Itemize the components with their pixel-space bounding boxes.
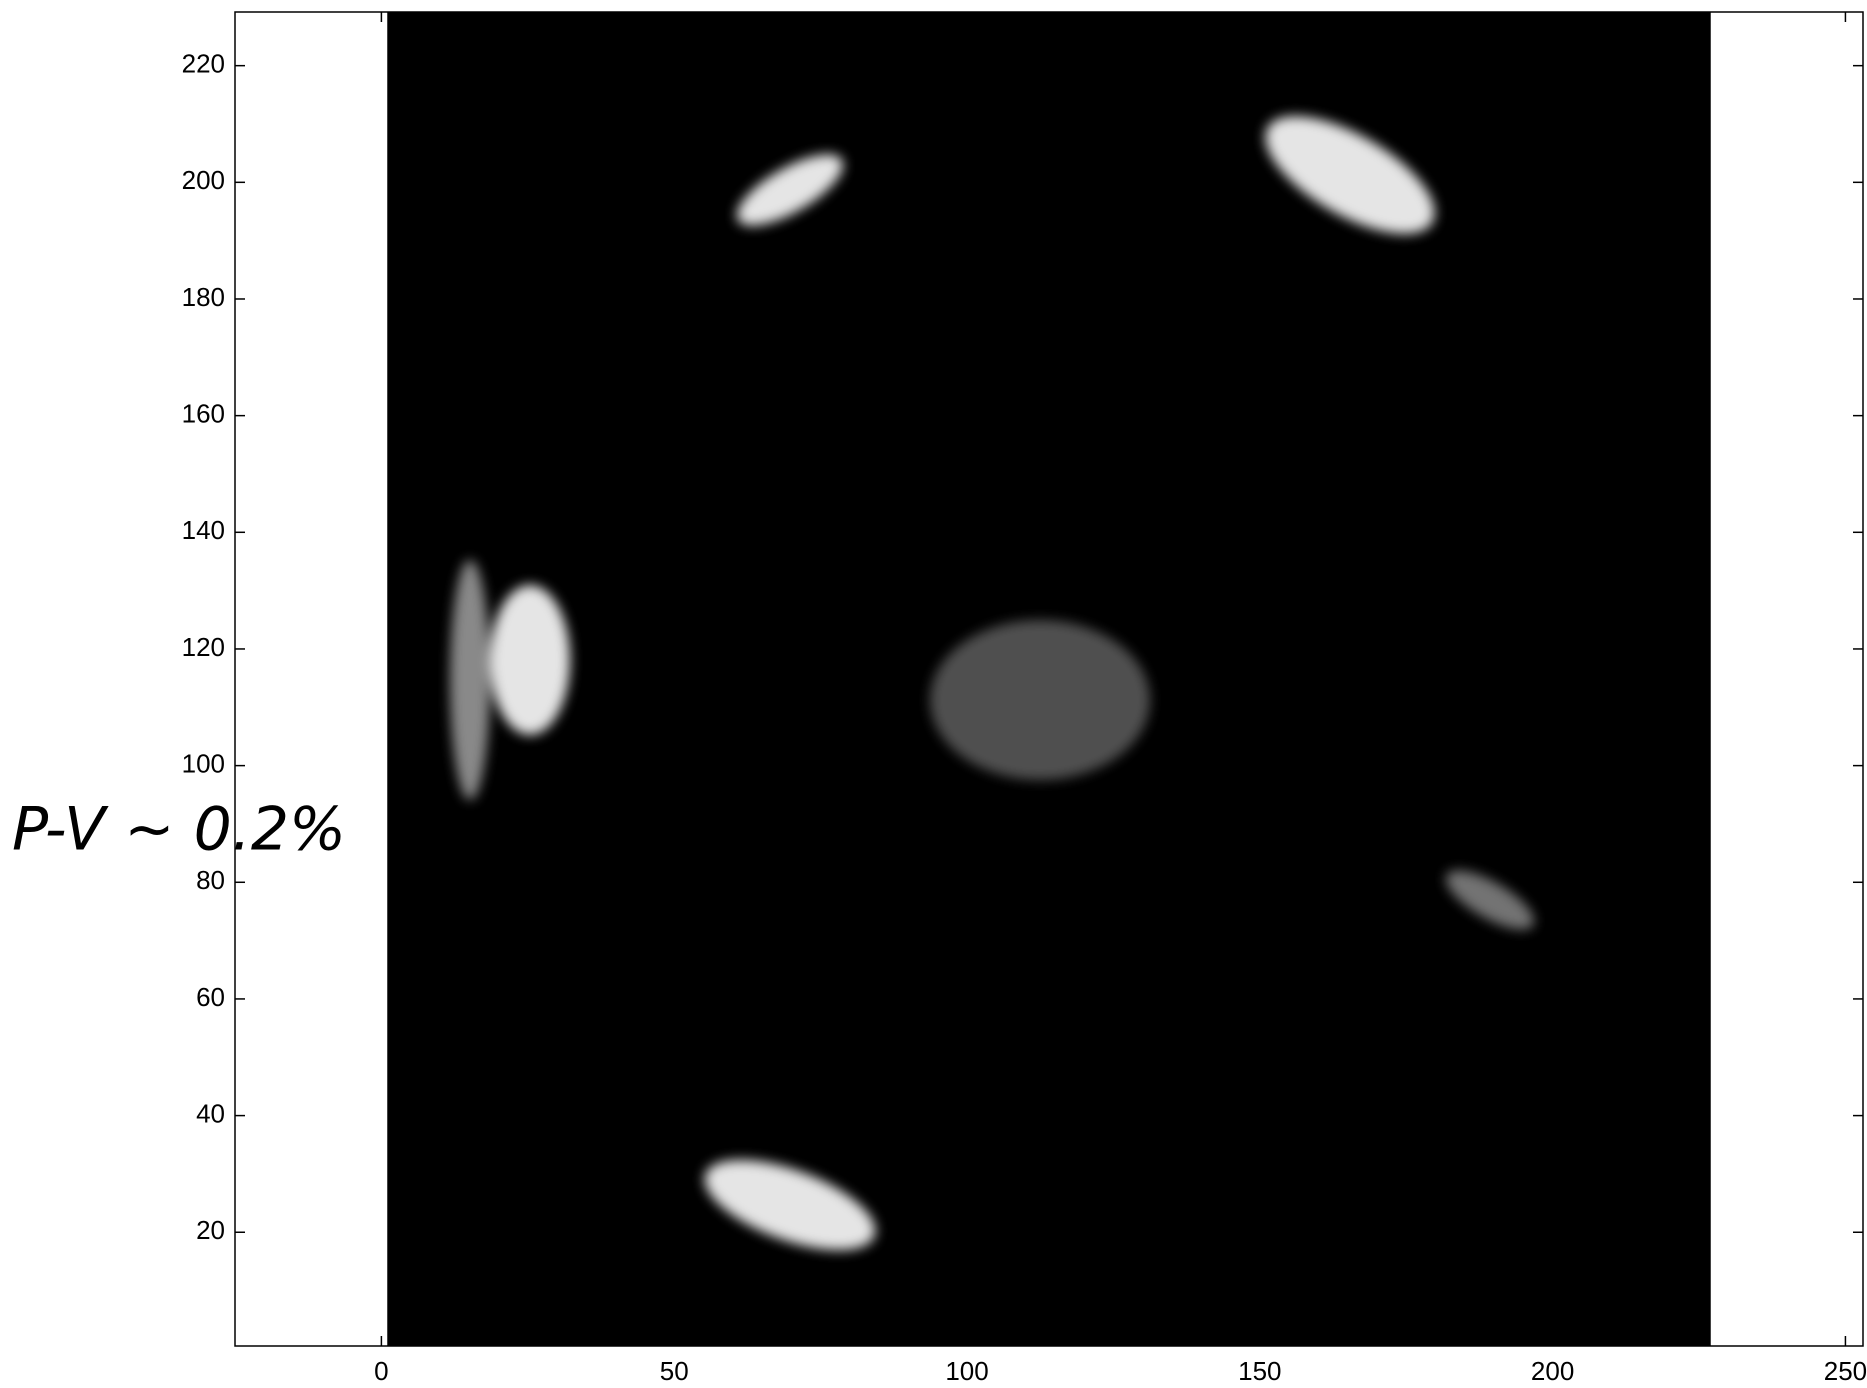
chart: P-V ~ 0.2% 0 50 100 150 200 250 20 40 60 80 100 120… <box>0 0 1867 1388</box>
y-tick-label: 160 <box>182 399 225 429</box>
y-tick-label: 20 <box>196 1215 225 1245</box>
x-tick-label: 100 <box>945 1356 988 1386</box>
y-tick-label: 100 <box>182 748 225 778</box>
highlight <box>450 560 490 800</box>
x-tick-label: 0 <box>374 1356 388 1386</box>
highlight <box>490 585 570 735</box>
annotation: P-V ~ 0.2% <box>12 795 346 865</box>
y-tick-label: 180 <box>182 282 225 312</box>
y-tick-label: 80 <box>196 865 225 895</box>
x-tick-label: 150 <box>1238 1356 1281 1386</box>
y-tick-label: 200 <box>182 165 225 195</box>
x-tick-label: 50 <box>660 1356 689 1386</box>
y-tick-label: 140 <box>182 515 225 545</box>
y-tick-label: 60 <box>196 982 225 1012</box>
y-tick-label: 40 <box>196 1098 225 1128</box>
y-tick-label: 220 <box>182 49 225 79</box>
x-tick-label: 250 <box>1824 1356 1867 1386</box>
highlight <box>930 620 1150 780</box>
y-tick-label: 120 <box>182 632 225 662</box>
x-tick-label: 200 <box>1531 1356 1574 1386</box>
